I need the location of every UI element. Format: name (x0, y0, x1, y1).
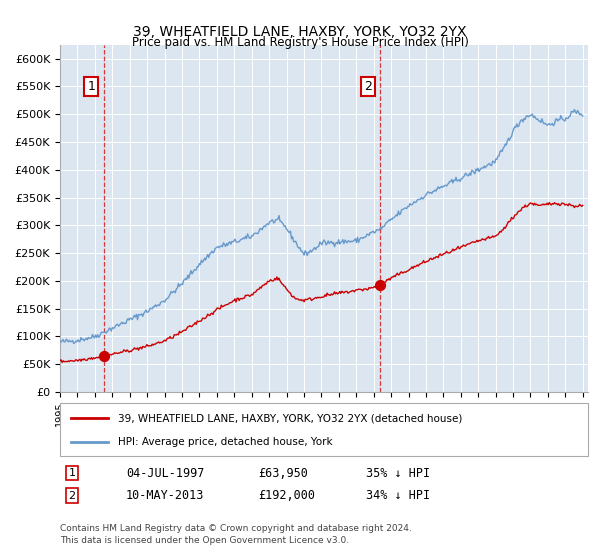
Text: £63,950: £63,950 (258, 466, 308, 480)
Text: Price paid vs. HM Land Registry's House Price Index (HPI): Price paid vs. HM Land Registry's House … (131, 36, 469, 49)
Text: 34% ↓ HPI: 34% ↓ HPI (366, 489, 430, 502)
Point (375, 281, 385, 290)
Text: 39, WHEATFIELD LANE, HAXBY, YORK, YO32 2YX: 39, WHEATFIELD LANE, HAXBY, YORK, YO32 2… (133, 25, 467, 39)
Text: 04-JUL-1997: 04-JUL-1997 (126, 466, 205, 480)
Text: HPI: Average price, detached house, York: HPI: Average price, detached house, York (118, 436, 333, 446)
Text: 2: 2 (68, 491, 76, 501)
Text: Contains HM Land Registry data © Crown copyright and database right 2024.
This d: Contains HM Land Registry data © Crown c… (60, 524, 412, 545)
Text: 1: 1 (68, 468, 76, 478)
Text: 39, WHEATFIELD LANE, HAXBY, YORK, YO32 2YX (detached house): 39, WHEATFIELD LANE, HAXBY, YORK, YO32 2… (118, 413, 463, 423)
Text: 35% ↓ HPI: 35% ↓ HPI (366, 466, 430, 480)
Text: 10-MAY-2013: 10-MAY-2013 (126, 489, 205, 502)
Point (99, 352, 109, 361)
FancyBboxPatch shape (60, 403, 588, 456)
Text: £192,000: £192,000 (258, 489, 315, 502)
Text: 2: 2 (364, 80, 371, 93)
Text: 1: 1 (88, 80, 95, 93)
